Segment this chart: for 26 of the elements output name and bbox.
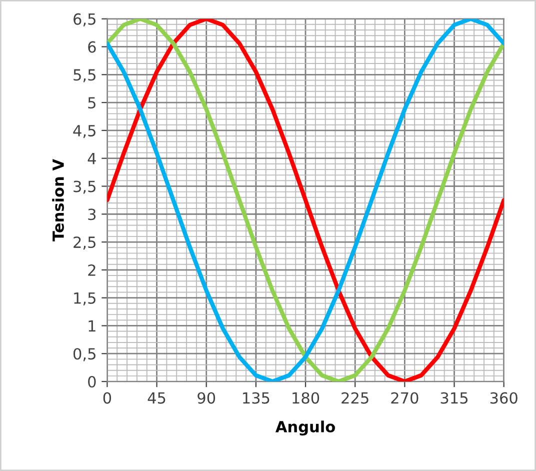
y-tick-label: 6,5	[74, 13, 96, 26]
y-tick-label: 2,5	[74, 236, 96, 250]
x-tick-label: 90	[198, 392, 216, 404]
x-tick-label: 180	[292, 392, 320, 404]
x-tick-label: 315	[440, 392, 468, 404]
y-tick-label: 1,5	[74, 292, 96, 306]
y-tick-label: 3,5	[74, 180, 96, 194]
y-tick-label: 5	[88, 97, 96, 109]
y-tick-label: 6	[88, 41, 96, 53]
y-tick-label: 1	[88, 320, 96, 332]
x-tick-label: 360	[490, 392, 518, 404]
x-tick-label: 135	[243, 392, 270, 404]
x-tick-label: 225	[342, 392, 368, 404]
y-axis-title: Tension V	[52, 159, 64, 242]
x-tick-label: 45	[148, 392, 166, 404]
y-tick-label: 4	[88, 152, 96, 164]
x-tick-label: 0	[103, 392, 112, 404]
y-tick-label: 5,5	[74, 69, 96, 82]
y-tick-label: 4,5	[73, 125, 96, 138]
y-tick-label: 2	[88, 264, 96, 276]
y-tick-label: 0,5	[73, 348, 96, 362]
line-series	[107, 18, 504, 382]
y-tick-label: 0	[88, 376, 96, 388]
x-axis-title: Angulo	[275, 420, 335, 436]
y-tick-label: 3	[88, 208, 96, 220]
x-tick-label: 270	[391, 392, 418, 404]
